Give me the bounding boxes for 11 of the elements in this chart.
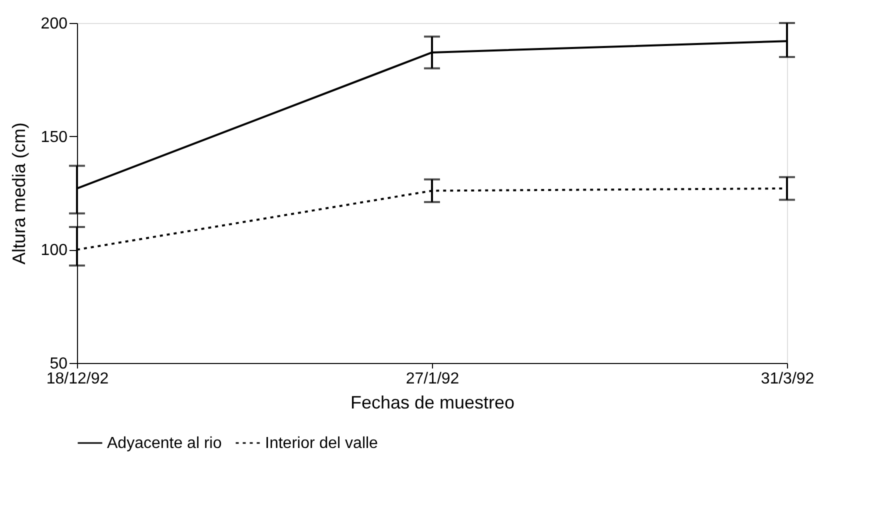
- y-tick-label: 150: [40, 128, 68, 146]
- x-axis-title: Fechas de muestreo: [350, 392, 515, 412]
- x-tick-label: 31/3/92: [760, 370, 814, 388]
- legend-label: Interior del valle: [265, 435, 378, 452]
- y-tick-label: 100: [40, 242, 68, 260]
- legend-label: Adyacente al rio: [107, 435, 222, 452]
- x-tick-label: 18/12/92: [46, 370, 109, 388]
- x-tick-label: 27/1/92: [406, 370, 460, 388]
- y-tick-label: 50: [50, 356, 68, 372]
- y-tick-label: 200: [40, 16, 68, 32]
- y-axis-title: Altura media (cm): [8, 122, 29, 265]
